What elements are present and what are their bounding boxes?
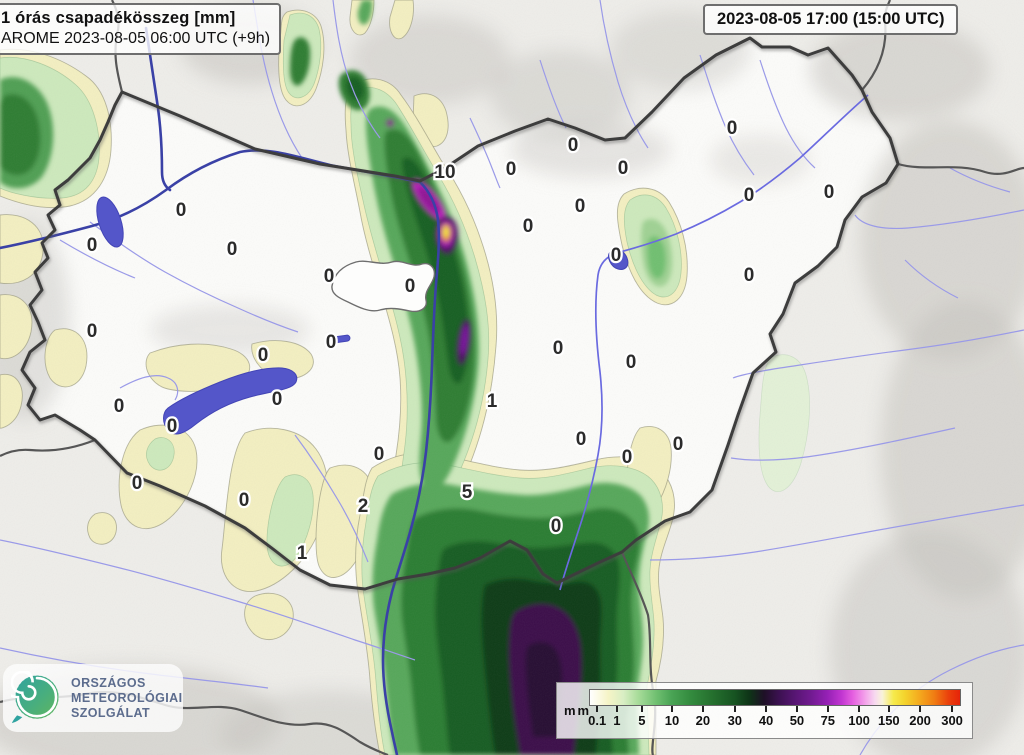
- map-value-label: 0: [176, 200, 187, 221]
- map-value-label: 1: [297, 543, 308, 564]
- map-value-label: 0: [626, 352, 637, 373]
- map-value-label: 0: [87, 235, 98, 256]
- legend-tick-label: 0.1: [588, 713, 607, 728]
- legend-tick-mark: [596, 706, 599, 712]
- map-value-label: 0: [618, 158, 629, 179]
- station-values: 0 0 0 0 0 0 0 0 0 0 0 0 0 0 0 0 0 0 0 0 0 0 0 0 0 0 0 0 0 0 10 1 2 5 1: [84, 116, 836, 567]
- map-title: 1 órás csapadékösszeg [mm]: [1, 9, 236, 27]
- model-run-label: AROME 2023-08-05 06:00 UTC (+9h): [1, 30, 271, 48]
- tisza-river: [559, 94, 869, 591]
- map-value-label: 0: [239, 490, 250, 511]
- omsz-logo-line3: SZOLGÁLAT: [71, 705, 151, 720]
- legend-tick-label: 200: [909, 713, 931, 728]
- map-value-label: 0: [258, 345, 269, 366]
- legend-tick-mark: [670, 706, 673, 712]
- legend-tick-label: 40: [758, 713, 774, 728]
- legend-tick-mark: [858, 706, 861, 712]
- map-value-label: 0: [611, 245, 622, 266]
- legend-tick-mark: [733, 706, 736, 712]
- map-value-label: 0: [576, 429, 587, 450]
- omsz-swirl-icon: [11, 671, 60, 724]
- legend-tick-label: 50: [789, 713, 805, 728]
- legend-tick-label: 300: [941, 713, 963, 728]
- omsz-logo: ORSZÁGOS METEOROLÓGIAI SZOLGÁLAT: [3, 664, 183, 732]
- map-value-label: 0: [553, 338, 564, 359]
- map-value-label: 0: [575, 196, 586, 217]
- legend-tick-mark: [826, 706, 829, 712]
- map-value-label: 0: [272, 389, 283, 410]
- map-value-label: 0: [744, 265, 755, 286]
- map-value-label: 0: [227, 239, 238, 260]
- omsz-logo-text: ORSZÁGOS METEOROLÓGIAI SZOLGÁLAT: [71, 676, 182, 721]
- legend-tick-label: 20: [695, 713, 711, 728]
- map-value-label: 0: [167, 416, 178, 437]
- forecast-title-box: 1 órás csapadékösszeg [mm] AROME 2023-08…: [0, 3, 282, 56]
- legend-tick-label: 75: [820, 713, 836, 728]
- legend-tick-label: 5: [638, 713, 646, 728]
- legend-unit-label: mm: [564, 703, 592, 718]
- map-value-label: 0: [568, 135, 579, 156]
- lake-tisza: [608, 249, 629, 270]
- map-value-label: 0: [622, 447, 633, 468]
- map-value-label: 10: [434, 162, 455, 183]
- omsz-logo-line2: METEOROLÓGIAI: [71, 690, 183, 705]
- legend-tick-label: 1: [613, 713, 621, 728]
- legend-tick-mark: [615, 706, 618, 712]
- map-value-label: 2: [358, 496, 369, 517]
- legend-tick-mark: [919, 706, 922, 712]
- budapest-area: [331, 260, 436, 313]
- lake-ferto: [96, 196, 124, 248]
- map-value-label: 0: [405, 276, 416, 297]
- omsz-logo-line1: ORSZÁGOS: [71, 675, 146, 690]
- precipitation-legend: mm 0.1 1 5 10 20 30 40 50 75 100 150 200 300: [556, 682, 973, 739]
- lake-velence: [332, 334, 351, 344]
- map-value-label: 0: [87, 321, 98, 342]
- map-value-label: 1: [487, 391, 498, 412]
- lakes: [96, 196, 629, 435]
- map-value-label: 0: [727, 118, 738, 139]
- map-value-label: 0: [551, 516, 562, 537]
- map-value-label: 0: [523, 216, 534, 237]
- legend-tick-mark: [951, 706, 954, 712]
- legend-ticks: 0.1 1 5 10 20 30 40 50 75 100 150 200 300: [588, 706, 963, 732]
- hungary-border: [20, 36, 900, 591]
- map-value-label: 0: [506, 159, 517, 180]
- legend-tick-mark: [765, 706, 768, 712]
- legend-tick-label: 10: [664, 713, 680, 728]
- legend-tick-label: 100: [848, 713, 870, 728]
- map-value-label: 0: [132, 473, 143, 494]
- map-value-label: 0: [374, 444, 385, 465]
- legend-tick-mark: [701, 706, 704, 712]
- map-value-label: 0: [324, 266, 335, 287]
- map-value-label: 0: [114, 396, 125, 417]
- map-value-label: 0: [824, 182, 835, 203]
- legend-tick-label: 30: [727, 713, 743, 728]
- legend-tick-mark: [795, 706, 798, 712]
- legend-tick-mark: [887, 706, 890, 712]
- map-value-label: 0: [673, 434, 684, 455]
- map-value-label: 0: [744, 185, 755, 206]
- map-value-label: 5: [462, 482, 473, 503]
- legend-color-bar: [589, 689, 961, 706]
- lake-balaton: [163, 367, 298, 435]
- legend-tick-label: 150: [877, 713, 900, 728]
- map-value-label: 0: [326, 332, 337, 353]
- valid-time-box: 2023-08-05 17:00 (15:00 UTC): [703, 4, 959, 36]
- legend-tick-mark: [640, 706, 643, 712]
